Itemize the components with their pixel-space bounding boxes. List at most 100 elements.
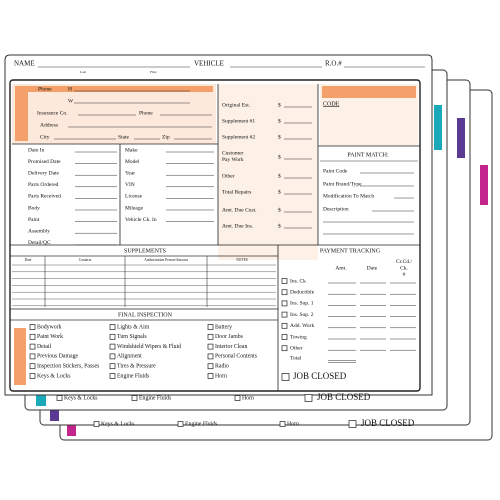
- inspection-title: FINAL INSPECTION: [118, 312, 173, 318]
- back-job-closed: JOB CLOSED: [361, 418, 415, 428]
- currency: $: [278, 206, 281, 213]
- payment-row: Other: [290, 345, 303, 351]
- schedule-label: Delivery Date: [28, 170, 60, 176]
- currency: $: [278, 101, 281, 108]
- estimate-label: Amt. Due Ins.: [222, 223, 254, 229]
- back-item: Keys & Locks: [64, 395, 98, 401]
- supplements-column: Authorization Person/Amount: [144, 258, 187, 262]
- inspection-item: Keys & Locks: [37, 373, 71, 379]
- checkbox: [281, 373, 290, 381]
- checkbox: [29, 324, 36, 330]
- payment-column: Amt.: [335, 265, 347, 271]
- inspection-item: Inspection Stickers, Passes: [37, 364, 100, 370]
- last-label: Last: [80, 70, 86, 74]
- checkbox: [29, 343, 36, 350]
- estimate-label: Supplement #2: [222, 134, 255, 140]
- back-item: Engine Fluids: [185, 421, 218, 427]
- vehicle-label: VEHICLE: [194, 60, 224, 68]
- checkbox: [279, 421, 286, 427]
- estimate-label: Original Est.: [222, 102, 251, 108]
- checkbox: [281, 322, 288, 329]
- checkbox: [29, 373, 36, 379]
- orange-bar: [15, 86, 213, 92]
- paint-field: Modification To Match: [323, 192, 374, 199]
- paint-field: Paint Brand/Type: [323, 181, 362, 187]
- vehicle-field: Model: [125, 159, 140, 165]
- vehicle-field: Vehicle Ck. In: [125, 217, 157, 223]
- checkbox: [348, 420, 357, 428]
- payment-row: Towing: [290, 334, 307, 340]
- label: Zip: [162, 134, 170, 140]
- first-label: First: [150, 70, 156, 74]
- vehicle-field: Make: [125, 147, 138, 153]
- vehicle-field: Year: [125, 170, 135, 176]
- checkbox: [281, 334, 288, 340]
- inspection-item: Tires & Pressure: [117, 364, 156, 370]
- payment-row: Ins. Sup. 2: [290, 312, 314, 318]
- vehicle-field: License: [125, 194, 143, 200]
- checkbox: [109, 363, 116, 370]
- schedule-label: Date In: [28, 147, 45, 153]
- label: W: [68, 98, 74, 104]
- label: Address: [40, 122, 58, 128]
- currency: $: [278, 188, 281, 195]
- back-item: Keys & Locks: [101, 421, 135, 427]
- checkbox: [207, 353, 214, 360]
- checkbox: [207, 333, 214, 340]
- checkbox: [207, 363, 214, 370]
- checkbox: [234, 395, 241, 401]
- tab-teal-bottom: [36, 388, 46, 406]
- inspection-item: Engine Fluids: [117, 373, 150, 379]
- supplements-column: Date: [25, 258, 32, 262]
- inspection-item: Alignment: [117, 354, 142, 360]
- label: H: [68, 86, 72, 92]
- checkbox: [131, 395, 138, 401]
- label: Phone: [139, 110, 153, 116]
- inspection-item: Battery: [215, 324, 232, 330]
- tab-teal: [434, 105, 442, 150]
- code-bar: [322, 86, 416, 98]
- schedule-label: Parts Ordered: [28, 182, 59, 188]
- estimate-label: Amt. Due Cust.: [222, 207, 257, 213]
- schedule-label: Promised Date: [28, 159, 61, 165]
- paint-match-title: PAINT MATCH:: [347, 152, 389, 158]
- checkbox: [177, 421, 184, 427]
- inspection-item: Turn Signals: [117, 334, 147, 340]
- supplements-column: Contacts: [79, 258, 92, 262]
- checkbox: [304, 394, 313, 402]
- checkbox: [29, 353, 36, 360]
- checkbox: [109, 353, 116, 360]
- inspection-item: Previous Damage: [37, 354, 78, 360]
- payment-total: Total: [290, 356, 302, 362]
- checkbox: [207, 343, 214, 350]
- inspection-item: Windshield Wipers & Fluid: [117, 344, 181, 350]
- inspection-item: Door Jambs: [215, 334, 244, 340]
- payment-column: Date: [367, 265, 378, 271]
- payment-row: Deductible: [290, 289, 315, 295]
- inspection-item: Radio: [215, 364, 229, 370]
- label: Insurance Co.: [37, 110, 68, 116]
- estimate-box: [218, 84, 318, 260]
- job-closed: JOB CLOSED: [293, 371, 347, 381]
- code-label: CODE: [323, 101, 340, 107]
- checkbox: [93, 421, 100, 427]
- vehicle-field: VIN: [125, 182, 135, 188]
- checkbox: [207, 373, 214, 379]
- checkbox: [281, 278, 288, 284]
- tab-purple-bottom: [50, 405, 59, 421]
- tab-magenta: [480, 165, 488, 205]
- inspection-item: Personal Contents: [215, 354, 258, 360]
- checkbox: [109, 373, 116, 379]
- paint-field: Paint Code: [323, 168, 348, 174]
- estimate-label: Supplement #1: [222, 118, 255, 124]
- payment-column: Cr.Cd./Ck. #: [396, 259, 412, 278]
- checkbox: [29, 363, 36, 370]
- currency: $: [278, 222, 281, 229]
- schedule-label: Detail/QC: [28, 240, 51, 246]
- currency: $: [278, 117, 281, 124]
- checkbox: [281, 289, 288, 296]
- checkbox: [109, 333, 116, 340]
- supplements-title: SUPPLEMENTS: [124, 248, 166, 254]
- back-item: Horn: [242, 395, 254, 401]
